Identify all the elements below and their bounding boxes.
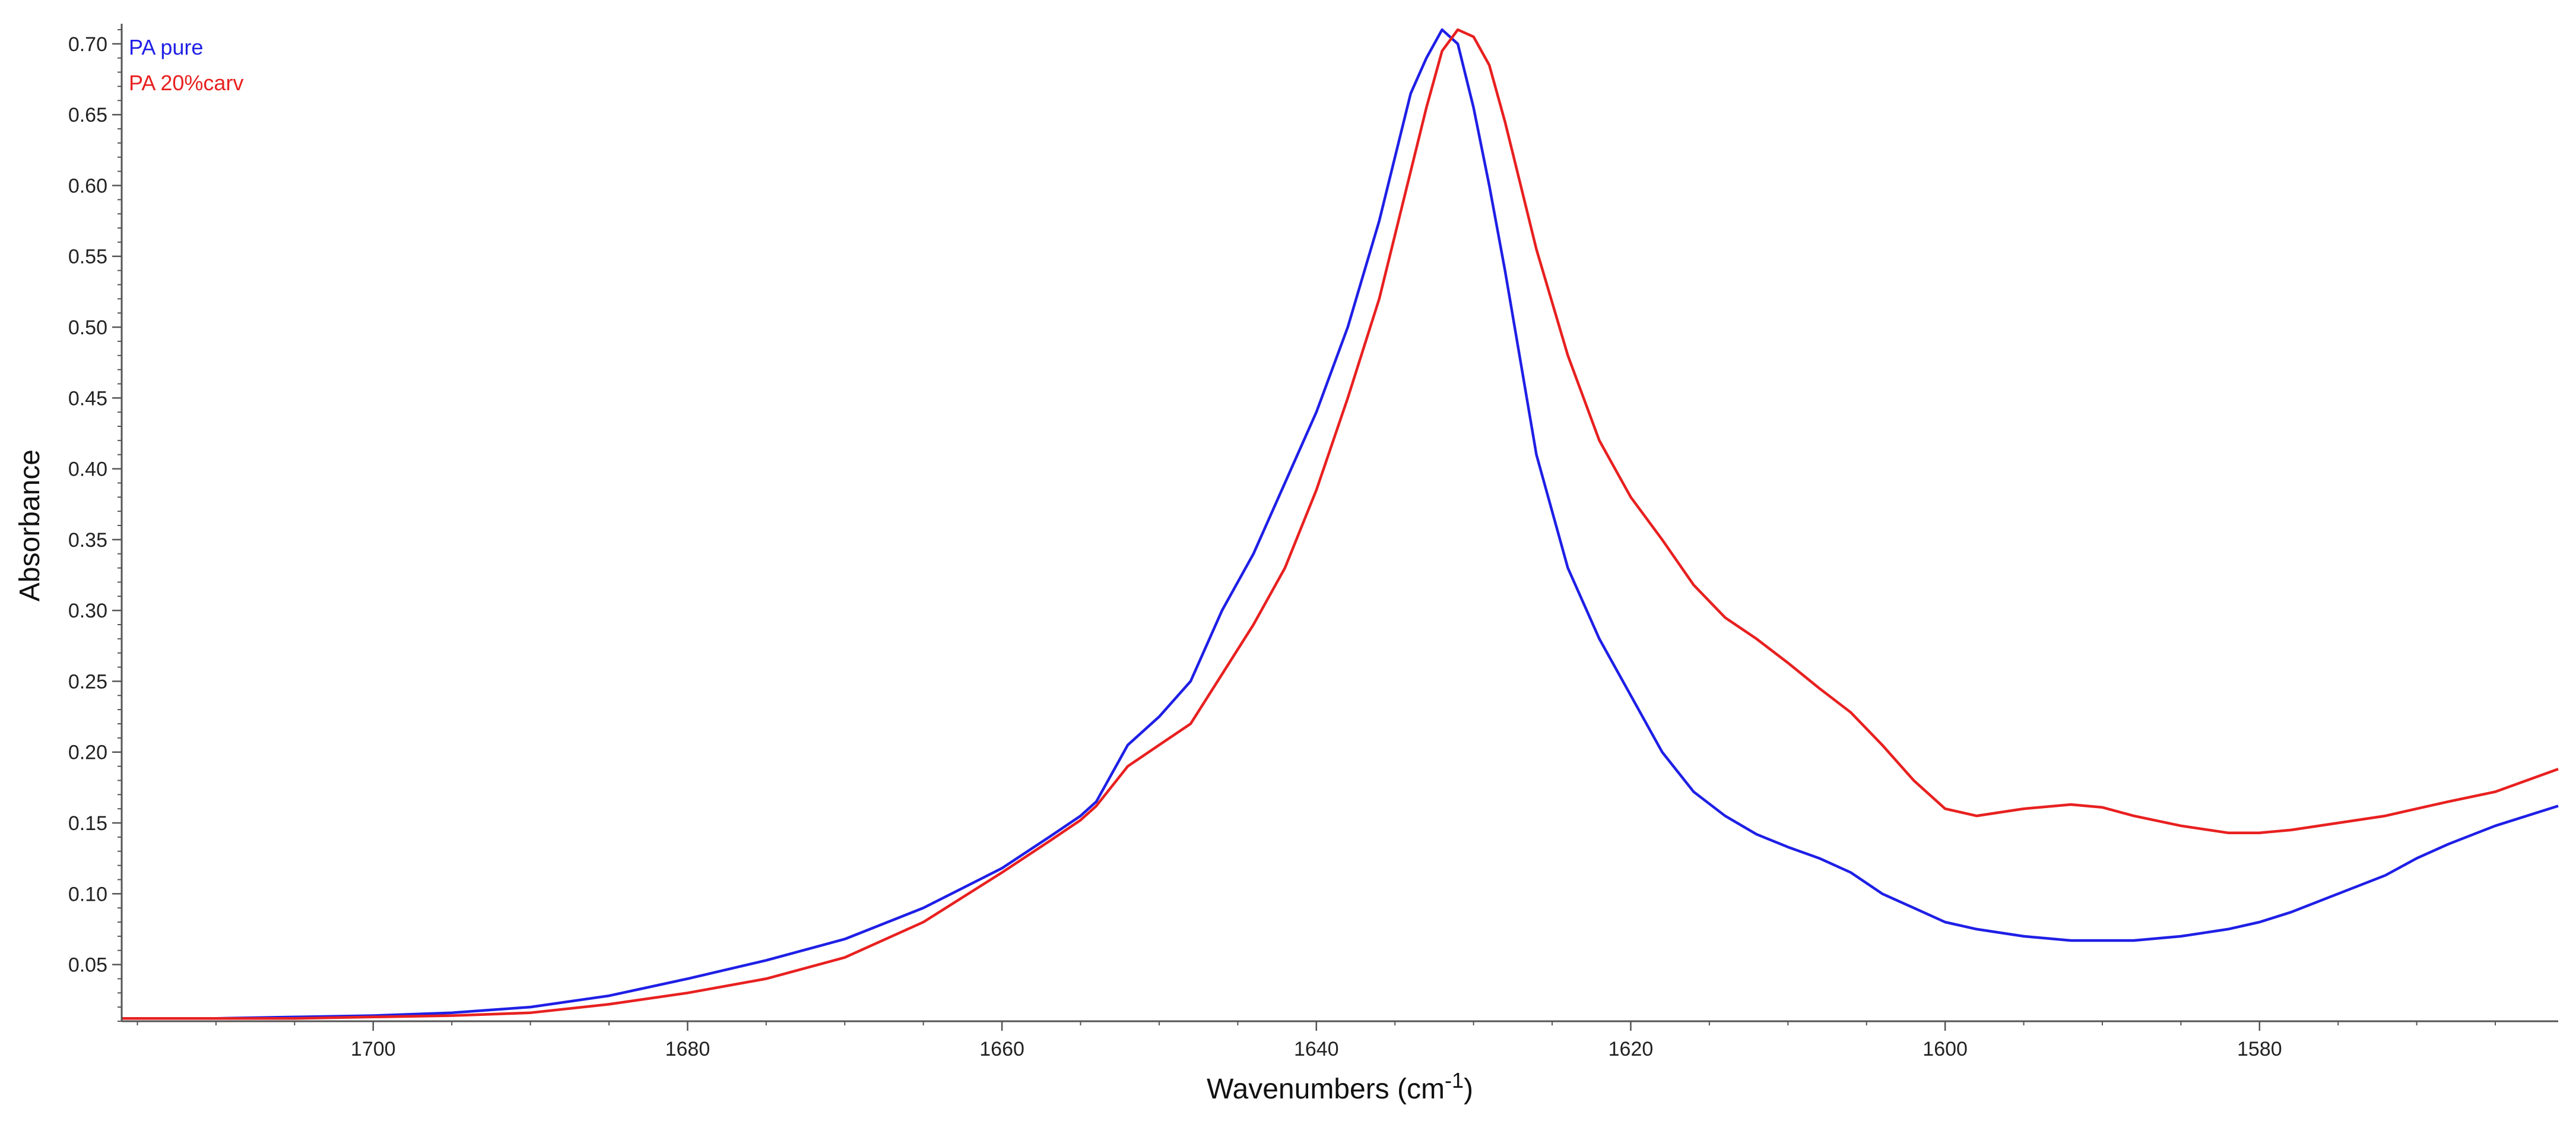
y-tick-label: 0.55 bbox=[68, 246, 107, 268]
series-line bbox=[122, 28, 2559, 1020]
legend-entry: PA pure bbox=[129, 35, 203, 59]
y-tick-label: 0.35 bbox=[68, 529, 107, 552]
legend: PA pure PA 20%carv bbox=[129, 35, 243, 95]
y-tick-label: 0.20 bbox=[68, 742, 107, 764]
y-tick-label: 0.10 bbox=[68, 883, 107, 905]
x-axis-title: Wavenumbers (cm-1) bbox=[1207, 1068, 1473, 1105]
series-line bbox=[122, 28, 2559, 1020]
x-tick-label: 1660 bbox=[979, 1038, 1024, 1060]
x-tick-label: 1640 bbox=[1294, 1038, 1339, 1060]
y-tick-label: 0.60 bbox=[68, 175, 107, 197]
y-axis-ticks: 0.05 0.10 0.15 0.20 0.25 0.30 0.35 0.40 0.45 0.50… bbox=[68, 29, 122, 1022]
legend-entry: PA 20%carv bbox=[129, 71, 243, 95]
x-tick-label: 1680 bbox=[665, 1038, 710, 1060]
y-tick-label: 0.15 bbox=[68, 812, 107, 835]
y-tick-label: 0.70 bbox=[68, 33, 107, 56]
y-tick-label: 0.25 bbox=[68, 670, 107, 693]
x-axis-ticks: 1700 1680 1660 1640 1620 1600 1580 bbox=[137, 1021, 2496, 1060]
y-tick-label: 0.40 bbox=[68, 458, 107, 481]
x-tick-label: 1700 bbox=[351, 1038, 396, 1060]
y-tick-label: 0.45 bbox=[68, 387, 107, 410]
x-tick-label: 1620 bbox=[1609, 1038, 1654, 1060]
series-layer bbox=[122, 28, 2559, 1020]
x-tick-label: 1600 bbox=[1923, 1038, 1968, 1060]
y-tick-label: 0.50 bbox=[68, 316, 107, 339]
y-tick-label: 0.65 bbox=[68, 104, 107, 126]
y-tick-label: 0.05 bbox=[68, 954, 107, 977]
y-axis-title: Absorbance bbox=[14, 449, 46, 601]
x-tick-label: 1580 bbox=[2237, 1038, 2282, 1060]
y-tick-label: 0.30 bbox=[68, 600, 107, 622]
